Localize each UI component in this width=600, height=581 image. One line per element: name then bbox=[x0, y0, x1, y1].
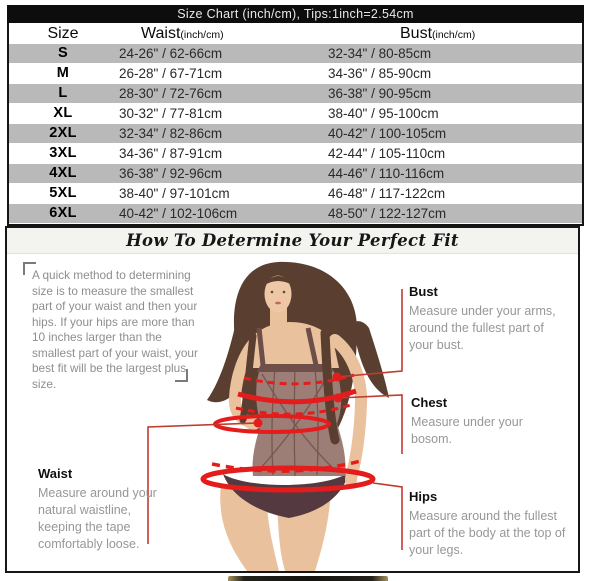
table-row: S 24-26" / 62-66cm 32-34" / 80-85cm bbox=[9, 44, 582, 64]
table-row: XL 30-32" / 77-81cm 38-40" / 95-100cm bbox=[9, 104, 582, 124]
connector-dots bbox=[253, 372, 343, 428]
column-header-waist: Waist(inch/cm) bbox=[141, 24, 224, 42]
chest-dot bbox=[333, 393, 343, 403]
bust-dot bbox=[332, 372, 342, 382]
table-row: 4XL 36-38" / 92-96cm 44-46" / 110-116cm bbox=[9, 164, 582, 184]
fit-guide-intro: A quick method to determining size is to… bbox=[32, 268, 198, 391]
model-photo bbox=[147, 261, 403, 571]
bust-label: Bust Measure under your arms, around the… bbox=[409, 284, 569, 354]
fit-guide-section: How To Determine Your Perfect Fit bbox=[5, 226, 580, 573]
table-row: 2XL 32-34" / 82-86cm 40-42" / 100-105cm bbox=[9, 124, 582, 144]
hips-description: Measure around the fullest part of the b… bbox=[409, 509, 566, 557]
hips-title: Hips bbox=[409, 489, 438, 504]
hips-measure-line bbox=[200, 465, 376, 493]
model-corset bbox=[252, 327, 346, 477]
chest-measure-line bbox=[237, 388, 357, 405]
table-header-row: Size Waist(inch/cm) Bust(inch/cm) bbox=[9, 23, 582, 44]
column-header-size: Size bbox=[47, 24, 79, 42]
underbust-dashed-line bbox=[235, 402, 355, 416]
table-row: 6XL 40-42" / 102-106cm 48-50" / 122-127c… bbox=[9, 204, 582, 224]
waist-title: Waist bbox=[38, 466, 73, 481]
waist-description: Measure around your natural waistline, k… bbox=[38, 486, 157, 551]
annotation-connectors bbox=[147, 289, 403, 550]
table-row: M 26-28" / 67-71cm 34-36" / 85-90cm bbox=[9, 64, 582, 84]
chest-connector-line bbox=[337, 394, 403, 454]
measurement-marks bbox=[200, 373, 376, 493]
column-header-bust: Bust(inch/cm) bbox=[400, 24, 476, 42]
model-face bbox=[263, 275, 294, 313]
quote-bracket-bottom-right bbox=[175, 369, 188, 382]
size-chart-table: Size Waist(inch/cm) Bust(inch/cm) S 24-2… bbox=[7, 23, 584, 226]
bust-measure-line bbox=[243, 373, 355, 386]
bust-connector-line bbox=[336, 289, 403, 378]
size-chart-title-bar: Size Chart (inch/cm), Tips:1inch=2.54cm bbox=[7, 5, 584, 23]
fit-guide-heading: How To Determine Your Perfect Fit bbox=[7, 228, 578, 254]
model-panty bbox=[223, 472, 349, 518]
chest-description: Measure under your bosom. bbox=[411, 415, 523, 446]
hips-connector-line bbox=[372, 482, 403, 550]
next-image-cropped-edge bbox=[228, 576, 388, 581]
hips-label: Hips Measure around the fullest part of … bbox=[409, 489, 575, 559]
waist-connector-line bbox=[147, 422, 259, 544]
table-row: L 28-30" / 72-76cm 36-38" / 90-95cm bbox=[9, 84, 582, 104]
bust-description: Measure under your arms, around the full… bbox=[409, 304, 556, 352]
bust-title: Bust bbox=[409, 284, 438, 299]
waist-dot bbox=[253, 418, 263, 428]
table-row: 5XL 38-40" / 97-101cm 46-48" / 117-122cm bbox=[9, 184, 582, 204]
quote-bracket-top-left bbox=[23, 262, 36, 275]
waist-label: Waist Measure around your natural waistl… bbox=[38, 466, 166, 553]
hip-top-dashed-line bbox=[211, 458, 365, 473]
chest-label: Chest Measure under your bosom. bbox=[411, 395, 551, 448]
model-hair-front bbox=[239, 328, 340, 445]
table-row: 3XL 34-36" / 87-91cm 42-44" / 105-110cm bbox=[9, 144, 582, 164]
chest-title: Chest bbox=[411, 395, 448, 410]
